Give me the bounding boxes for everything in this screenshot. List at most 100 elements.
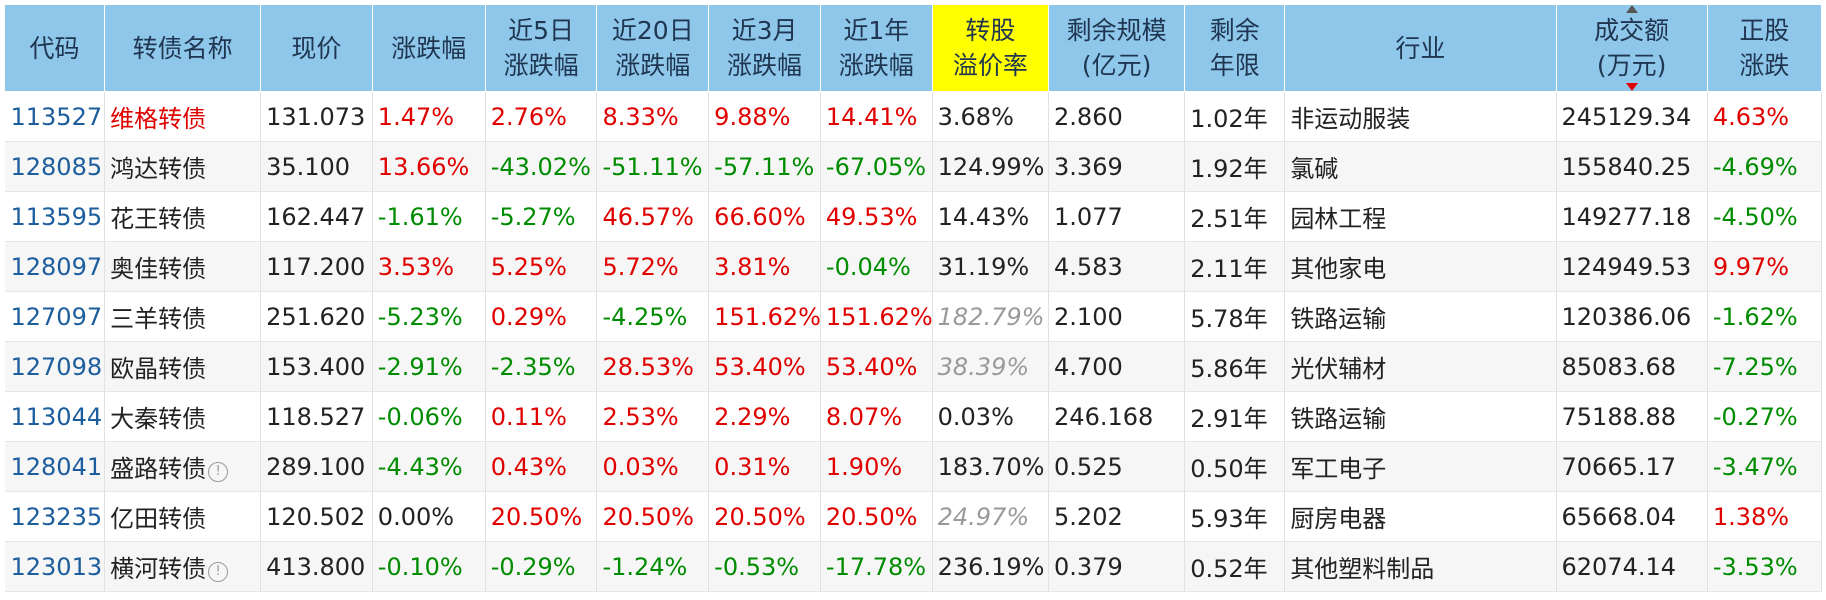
name-cell[interactable]: 大秦转债 <box>104 391 262 442</box>
premium-cell: 14.43% <box>932 191 1050 242</box>
code-cell[interactable]: 128097 <box>4 241 106 292</box>
price-cell: 35.100 <box>260 141 373 192</box>
column-header-code[interactable]: 代码 <box>3 4 106 92</box>
industry-cell: 光伏辅材 <box>1284 341 1557 392</box>
table-row[interactable]: 113595 花王转债 162.447 -1.61% -5.27% 46.57% 66.60… <box>4 191 1823 242</box>
column-header-label: 现价 <box>291 33 342 63</box>
column-header-turnover[interactable]: 成交额 (万元) <box>1555 4 1708 92</box>
size-cell-text: 2.100 <box>1054 302 1123 331</box>
years-cell-text: 2.11年 <box>1190 255 1268 283</box>
change-1y-cell-text: -67.05% <box>825 152 927 181</box>
size-cell-text: 0.379 <box>1054 552 1123 581</box>
table-row[interactable]: 128085 鸿达转债 35.100 13.66% -43.02% -51.11% -57.… <box>4 141 1823 192</box>
name-cell[interactable]: 维格转债 <box>104 91 262 142</box>
change-5d-cell-text: 20.50% <box>490 502 583 531</box>
column-header-chg-5d[interactable]: 近5日 涨跌幅 <box>484 4 598 92</box>
column-header-price[interactable]: 现价 <box>260 4 373 92</box>
change-1y-cell: 1.90% <box>820 441 933 492</box>
column-header-stock-change[interactable]: 正股 涨跌 <box>1706 4 1823 92</box>
code-cell[interactable]: 128041 <box>4 441 106 492</box>
stock-change-cell-text: 9.97% <box>1712 252 1790 281</box>
change-1y-cell-text: 49.53% <box>825 202 918 231</box>
table-row[interactable]: 113527 维格转债 131.073 1.47% 2.76% 8.33% 9.88% 14.… <box>4 91 1823 142</box>
code-cell[interactable]: 113595 <box>4 191 106 242</box>
price-cell: 120.502 <box>260 491 373 542</box>
change-cell-text: 3.53% <box>377 252 455 281</box>
table-row[interactable]: 123013 横河转债! 413.800 -0.10% -0.29% -1.24% -0.5… <box>4 541 1823 592</box>
industry-cell-text: 厨房电器 <box>1290 505 1387 533</box>
column-header-conversion-premium[interactable]: 转股 溢价率 <box>931 4 1050 92</box>
years-cell: 5.78年 <box>1184 291 1286 342</box>
name-cell[interactable]: 亿田转债 <box>104 491 262 542</box>
column-header-chg-1y[interactable]: 近1年 涨跌幅 <box>819 4 933 92</box>
column-header-industry[interactable]: 行业 <box>1284 4 1557 92</box>
table-row[interactable]: 128041 盛路转债! 289.100 -4.43% 0.43% 0.03% 0.31% 1… <box>4 441 1823 492</box>
code-cell-text: 123013 <box>10 552 103 581</box>
info-icon[interactable]: ! <box>208 562 229 582</box>
premium-cell: 183.70% <box>932 441 1050 492</box>
table-row[interactable]: 127098 欧晶转债 153.400 -2.91% -2.35% 28.53% 53.40… <box>4 341 1823 392</box>
name-cell-text: 大秦转债 <box>110 405 207 433</box>
industry-cell: 铁路运输 <box>1284 391 1557 442</box>
size-cell-text: 1.077 <box>1054 202 1123 231</box>
change-cell-text: -0.10% <box>377 552 463 581</box>
years-cell-text: 2.91年 <box>1190 405 1268 433</box>
turnover-cell-text: 245129.34 <box>1561 102 1692 131</box>
code-cell[interactable]: 127098 <box>4 341 106 392</box>
change-1y-cell: -0.04% <box>820 241 933 292</box>
change-3m-cell-text: 2.29% <box>714 402 791 431</box>
name-cell[interactable]: 盛路转债! <box>104 441 262 492</box>
turnover-cell: 149277.18 <box>1556 191 1708 242</box>
name-cell[interactable]: 横河转债! <box>104 541 262 592</box>
name-cell[interactable]: 花王转债 <box>104 191 262 242</box>
code-cell[interactable]: 128085 <box>4 141 106 192</box>
sort-ascending-icon[interactable] <box>1625 5 1638 13</box>
change-cell: 1.47% <box>372 91 486 142</box>
change-20d-cell: -51.11% <box>596 141 710 192</box>
code-cell[interactable]: 127097 <box>4 291 106 342</box>
price-cell-text: 120.502 <box>266 502 366 531</box>
table-row[interactable]: 123235 亿田转债 120.502 0.00% 20.50% 20.50% 20.50%… <box>4 491 1823 542</box>
column-header-remaining-years[interactable]: 剩余 年限 <box>1184 4 1286 92</box>
years-cell: 2.11年 <box>1184 241 1286 292</box>
turnover-cell: 62074.14 <box>1556 541 1708 592</box>
turnover-cell-text: 120386.06 <box>1561 302 1692 331</box>
turnover-cell: 75188.88 <box>1556 391 1708 442</box>
column-header-change[interactable]: 涨跌幅 <box>371 4 486 92</box>
change-cell: -4.43% <box>372 441 486 492</box>
premium-cell-text: 24.97% <box>937 502 1030 531</box>
turnover-cell: 85083.68 <box>1556 341 1708 392</box>
premium-cell-text: 3.68% <box>937 102 1014 131</box>
code-cell[interactable]: 113527 <box>4 91 106 142</box>
change-20d-cell: 46.57% <box>596 191 710 242</box>
code-cell[interactable]: 123013 <box>4 541 106 592</box>
code-cell[interactable]: 123235 <box>4 491 106 542</box>
table-row[interactable]: 127097 三羊转债 251.620 -5.23% 0.29% -4.25% 151.62… <box>4 291 1823 342</box>
turnover-cell-text: 124949.53 <box>1561 252 1692 281</box>
column-header-remaining-size[interactable]: 剩余规模 (亿元) <box>1048 4 1186 92</box>
size-cell-text: 246.168 <box>1054 402 1154 431</box>
code-cell[interactable]: 113044 <box>4 391 106 442</box>
info-icon[interactable]: ! <box>208 462 229 482</box>
column-header-label: 剩余规模 (亿元) <box>1066 16 1167 80</box>
years-cell: 0.52年 <box>1184 541 1286 592</box>
column-header-chg-20d[interactable]: 近20日 涨跌幅 <box>596 4 710 92</box>
change-5d-cell-text: 0.29% <box>490 302 567 331</box>
column-header-name[interactable]: 转债名称 <box>104 4 262 92</box>
name-cell-text: 横河转债 <box>110 555 207 583</box>
change-3m-cell-text: -57.11% <box>714 152 815 181</box>
change-3m-cell: 20.50% <box>708 491 821 542</box>
code-cell-text: 127097 <box>10 302 103 331</box>
name-cell[interactable]: 鸿达转债 <box>104 141 262 192</box>
sort-descending-icon[interactable] <box>1625 83 1638 91</box>
column-header-chg-3m[interactable]: 近3月 涨跌幅 <box>708 4 821 92</box>
price-cell: 162.447 <box>260 191 373 242</box>
name-cell-text: 亿田转债 <box>110 505 207 533</box>
size-cell-text: 3.369 <box>1054 152 1123 181</box>
table-row[interactable]: 128097 奥佳转债 117.200 3.53% 5.25% 5.72% 3.81% -0.… <box>4 241 1823 292</box>
name-cell[interactable]: 欧晶转债 <box>104 341 262 392</box>
name-cell[interactable]: 奥佳转债 <box>104 241 262 292</box>
name-cell[interactable]: 三羊转债 <box>104 291 262 342</box>
table-row[interactable]: 113044 大秦转债 118.527 -0.06% 0.11% 2.53% 2.29% 8.… <box>4 391 1823 442</box>
size-cell: 5.202 <box>1048 491 1186 542</box>
